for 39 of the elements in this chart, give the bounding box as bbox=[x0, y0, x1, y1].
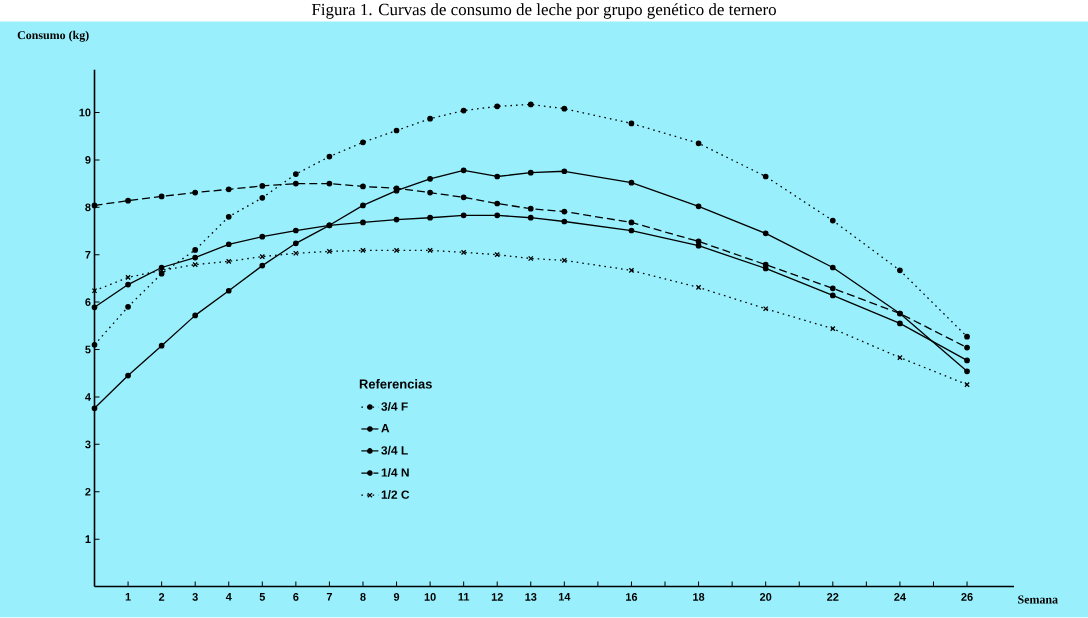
x-tick-label: 16 bbox=[626, 593, 638, 602]
x-tick-label: 6 bbox=[293, 593, 299, 602]
y-axis-title: Consumo (kg) bbox=[17, 31, 89, 42]
legend-label: 3/4 L bbox=[381, 446, 408, 455]
x-tick-label: 7 bbox=[326, 593, 332, 601]
x-tick-label: 4 bbox=[225, 593, 232, 601]
x-tick-label: 14 bbox=[558, 593, 571, 601]
x-tick-label: 24 bbox=[894, 593, 906, 601]
x-tick-label: 9 bbox=[393, 593, 400, 602]
x-tick-label: 2 bbox=[158, 593, 165, 601]
legend-label: 3/4 F bbox=[381, 402, 408, 412]
x-tick-label: 3 bbox=[192, 593, 198, 602]
legend-label: A bbox=[381, 424, 390, 433]
x-tick-label: 10 bbox=[424, 593, 436, 602]
x-tick-label: 5 bbox=[259, 593, 266, 601]
x-axis-title: Semana bbox=[1018, 595, 1058, 604]
y-tick-label: 5 bbox=[85, 345, 91, 354]
y-tick-label: 1 bbox=[85, 535, 91, 544]
chart-title: Figura 1. Curvas de consumo de leche por grupo genético de ternero bbox=[311, 3, 776, 19]
y-tick-label: 4 bbox=[85, 393, 91, 401]
y-tick-label: 7 bbox=[85, 251, 91, 259]
y-tick-label: 6 bbox=[85, 298, 91, 307]
x-tick-label: 13 bbox=[525, 593, 537, 602]
legend-label: 1/4 N bbox=[381, 468, 409, 478]
legend-title: Referencias bbox=[359, 379, 432, 389]
x-tick-label: 22 bbox=[827, 593, 839, 601]
x-tick-label: 26 bbox=[961, 593, 973, 602]
x-tick-label: 1 bbox=[125, 593, 131, 601]
y-tick-label: 3 bbox=[85, 440, 91, 449]
x-tick-label: 18 bbox=[693, 593, 705, 602]
y-tick-label: 9 bbox=[85, 156, 91, 165]
x-tick-label: 20 bbox=[759, 593, 772, 602]
x-tick-label: 11 bbox=[458, 593, 470, 601]
x-tick-label: 12 bbox=[491, 593, 503, 601]
x-tick-label: 8 bbox=[360, 593, 366, 602]
y-tick-label: 2 bbox=[85, 488, 91, 496]
y-tick-label: 10 bbox=[79, 108, 91, 117]
y-tick-label: 8 bbox=[85, 203, 91, 212]
legend-label: 1/2 C bbox=[381, 490, 410, 500]
